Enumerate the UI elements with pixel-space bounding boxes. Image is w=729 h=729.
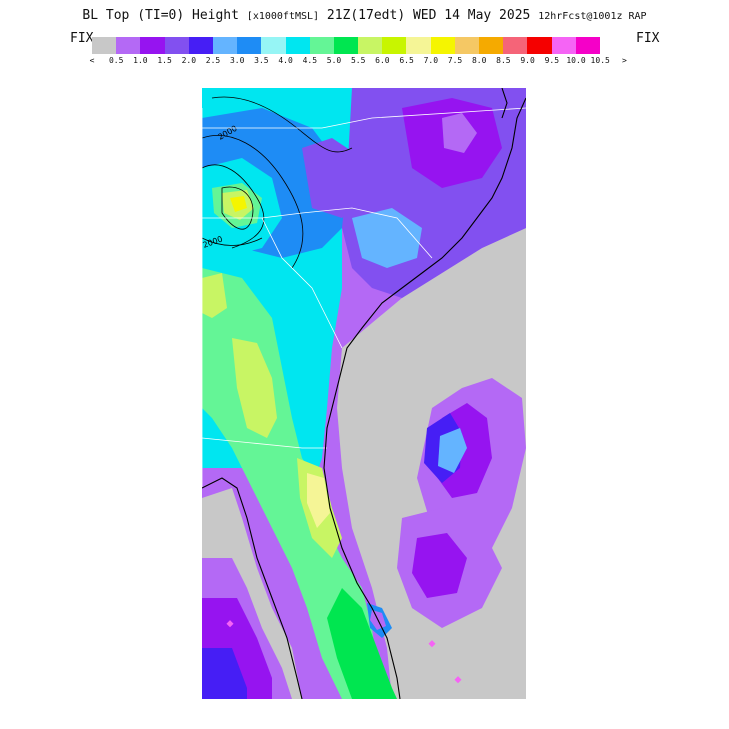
scale-tick-label: 0.5 — [108, 56, 124, 65]
scale-swatch — [479, 37, 504, 54]
state-line-sc-ga — [261, 217, 343, 349]
scale-tick-label: 8.5 — [496, 56, 511, 65]
florida-green — [327, 588, 397, 699]
scale-tick-label: 9.0 — [520, 56, 535, 65]
map-svg: 2000 2000 — [202, 88, 526, 699]
scale-swatch — [551, 37, 576, 54]
patch-2 — [454, 676, 462, 684]
title-units: [x1000ftMSL] — [246, 11, 320, 22]
scale-tick-label: 5.0 — [326, 56, 342, 65]
scale-tick-label: 9.5 — [544, 56, 560, 65]
state-line-ga-fl — [202, 437, 327, 449]
scale-tick-label: 1.0 — [133, 56, 148, 65]
scale-tick-label: 6.0 — [375, 56, 390, 65]
scale-swatch — [188, 37, 213, 54]
outer-banks — [501, 88, 508, 119]
scale-tick-label: > — [621, 56, 627, 65]
scale-tick-label: 1.5 — [157, 56, 172, 65]
fix-right-label: FIX — [636, 31, 660, 46]
scale-tick-label: 4.5 — [302, 56, 318, 65]
scale-swatch — [503, 37, 528, 54]
chart-title: BL Top (TI=0) Height [x1000ftMSL] 21Z(17… — [0, 8, 729, 23]
gulf-coastline — [202, 477, 303, 699]
scale-swatch — [454, 37, 479, 54]
scale-swatch — [382, 37, 407, 54]
scale-tick-label: 3.0 — [229, 56, 245, 65]
scale-tick-label: 2.5 — [205, 56, 221, 65]
scale-tick-label: 10.0 — [566, 56, 586, 65]
scale-tick-label: 5.5 — [350, 56, 366, 65]
title-valid-time: 21Z(17edt) WED 14 May 2025 — [326, 8, 531, 23]
scale-tick-label: 7.0 — [423, 56, 439, 65]
title-forecast: 12hrFcst@1001z RAP — [538, 11, 647, 22]
scale-swatch — [92, 37, 117, 54]
nc-lightpurple — [442, 113, 477, 153]
scale-tick-label: 3.5 — [254, 56, 269, 65]
scale-tick-label: < — [89, 56, 95, 65]
scale-swatch — [116, 37, 141, 54]
scale-swatch — [430, 37, 455, 54]
scale-tick-label: 2.0 — [181, 56, 197, 65]
scale-swatch — [237, 37, 262, 54]
color-scale — [92, 37, 600, 54]
yellowgreen-patch-1 — [232, 338, 277, 438]
scale-swatch — [261, 37, 286, 54]
scale-swatch — [333, 37, 359, 54]
offshore-violet-2 — [412, 533, 467, 598]
scale-swatch — [164, 37, 189, 54]
fix-left-label: FIX — [70, 31, 94, 46]
scale-tick-label: 10.5 — [590, 56, 610, 65]
color-scale-labels: <0.5 1.0 1.5 2.0 2.5 3.0 3.5 4.0 4.5 5.0 5.5 6.0 6.5… — [84, 56, 644, 68]
state-line-va-nc — [202, 107, 526, 129]
paleyellow-patch — [307, 473, 330, 528]
scale-swatch — [575, 37, 600, 54]
scale-swatch — [309, 37, 334, 54]
atlantic-coastline — [323, 97, 526, 699]
gulf-blue — [202, 648, 247, 699]
offshore-lightblue — [438, 428, 467, 473]
scale-swatch — [358, 37, 383, 54]
contour-line-5 — [202, 237, 263, 246]
nc-lightblue — [352, 208, 422, 268]
scale-tick-label: 4.0 — [278, 56, 293, 65]
yellowgreen-edge — [202, 273, 227, 318]
contour-line-1 — [202, 135, 304, 269]
scale-swatch — [527, 37, 552, 54]
scale-swatch — [406, 37, 431, 54]
patch-1 — [428, 640, 436, 648]
scale-swatch — [140, 37, 165, 54]
inland-yellow — [230, 196, 247, 212]
contour-line-2 — [202, 164, 265, 249]
title-main: BL Top (TI=0) Height — [82, 8, 239, 23]
scale-swatch — [285, 37, 310, 54]
scale-tick-label: 7.5 — [447, 56, 463, 65]
scale-tick-label: 6.5 — [399, 56, 414, 65]
scale-tick-label: 8.0 — [471, 56, 487, 65]
state-line-nc-sc — [202, 207, 433, 259]
scale-swatch — [212, 37, 238, 54]
weather-map: 2000 2000 — [202, 88, 526, 699]
